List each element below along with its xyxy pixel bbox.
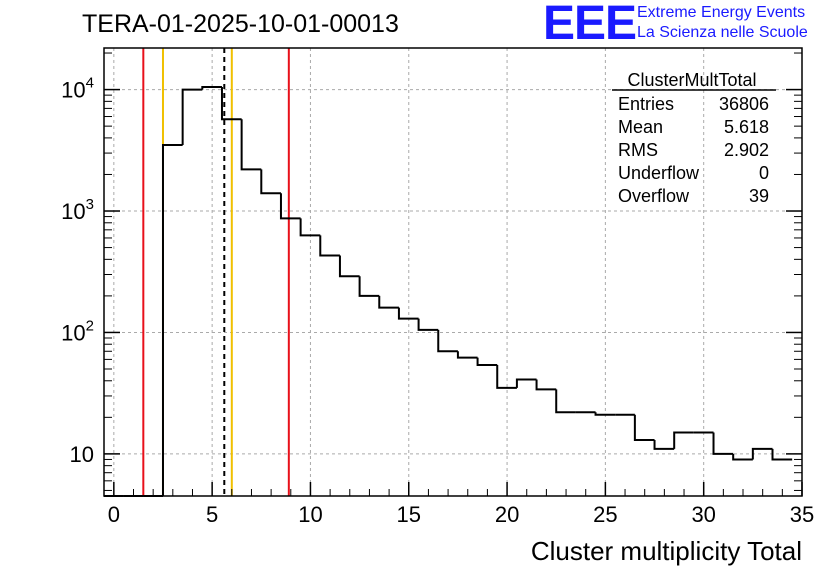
histogram-bin xyxy=(161,143,183,496)
axes: 0 5 10 15 20 25 30 35 10 102 103 104 xyxy=(61,52,814,527)
x-tick-label: 0 xyxy=(108,502,120,527)
histogram-bin xyxy=(515,378,537,388)
histogram-bin xyxy=(437,329,458,353)
y-tick-label: 10 xyxy=(70,442,94,467)
grid xyxy=(104,48,803,496)
x-tick-label: 25 xyxy=(593,502,617,527)
histogram-bars xyxy=(104,86,793,497)
eee-logo: EEE xyxy=(543,0,637,50)
stats-label-entries: Entries xyxy=(618,94,674,114)
stats-box: ClusterMultTotal Entries 36806 Mean 5.61… xyxy=(612,70,776,206)
stats-label-mean: Mean xyxy=(618,117,663,137)
vertical-markers xyxy=(142,48,290,496)
histogram-bin xyxy=(653,440,675,450)
histogram-bin xyxy=(673,431,694,449)
histogram-bin xyxy=(279,193,301,220)
histogram-bin xyxy=(476,357,498,366)
histogram-bin xyxy=(378,295,399,309)
histogram-bin xyxy=(771,448,793,461)
x-tick-label: 5 xyxy=(206,502,218,527)
histogram-bin xyxy=(338,255,360,278)
stats-value-underflow: 0 xyxy=(759,163,769,183)
stats-value-rms: 2.902 xyxy=(724,140,769,160)
histogram-bin xyxy=(535,379,557,391)
stats-label-rms: RMS xyxy=(618,140,658,160)
histogram-bin xyxy=(260,169,281,195)
histogram-bin xyxy=(220,87,242,121)
x-tick-label: 10 xyxy=(298,502,322,527)
histogram-bin xyxy=(397,307,419,320)
x-tick-label: 20 xyxy=(495,502,519,527)
histogram-bin xyxy=(201,86,222,90)
plot-frame xyxy=(103,47,803,497)
stats-value-overflow: 39 xyxy=(749,186,769,206)
stats-title: ClusterMultTotal xyxy=(627,70,756,90)
histogram-bin xyxy=(751,447,773,460)
histogram-bin xyxy=(358,276,380,297)
x-tick-label: 35 xyxy=(790,502,814,527)
stats-value-mean: 5.618 xyxy=(724,117,769,137)
histogram-bin xyxy=(555,389,576,414)
x-tick-label: 30 xyxy=(691,502,715,527)
stats-value-entries: 36806 xyxy=(719,94,769,114)
histogram-bin xyxy=(732,453,753,461)
histogram-bin xyxy=(299,218,321,237)
stats-label-underflow: Underflow xyxy=(618,163,700,183)
histogram-bin xyxy=(240,119,262,171)
y-tick-label: 103 xyxy=(61,196,94,224)
stats-label-overflow: Overflow xyxy=(618,186,690,206)
histogram-bin xyxy=(712,432,734,455)
y-tick-label: 102 xyxy=(61,317,94,345)
histogram-bin xyxy=(594,412,616,416)
histogram-bin xyxy=(319,235,340,257)
histogram-bin xyxy=(181,88,203,145)
logo-text-line2: La Scienza nelle Scuole xyxy=(637,24,808,41)
chart-title: TERA-01-2025-10-01-00013 xyxy=(82,10,399,38)
histogram-bin xyxy=(417,318,439,331)
histogram-bin xyxy=(456,351,478,359)
y-tick-label: 104 xyxy=(61,75,94,103)
x-axis-label: Cluster multiplicity Total xyxy=(531,536,802,566)
logo-text-line1: Extreme Energy Events xyxy=(637,4,806,21)
x-tick-label: 15 xyxy=(397,502,421,527)
histogram-bin xyxy=(496,364,517,389)
histogram-bin xyxy=(633,414,655,442)
